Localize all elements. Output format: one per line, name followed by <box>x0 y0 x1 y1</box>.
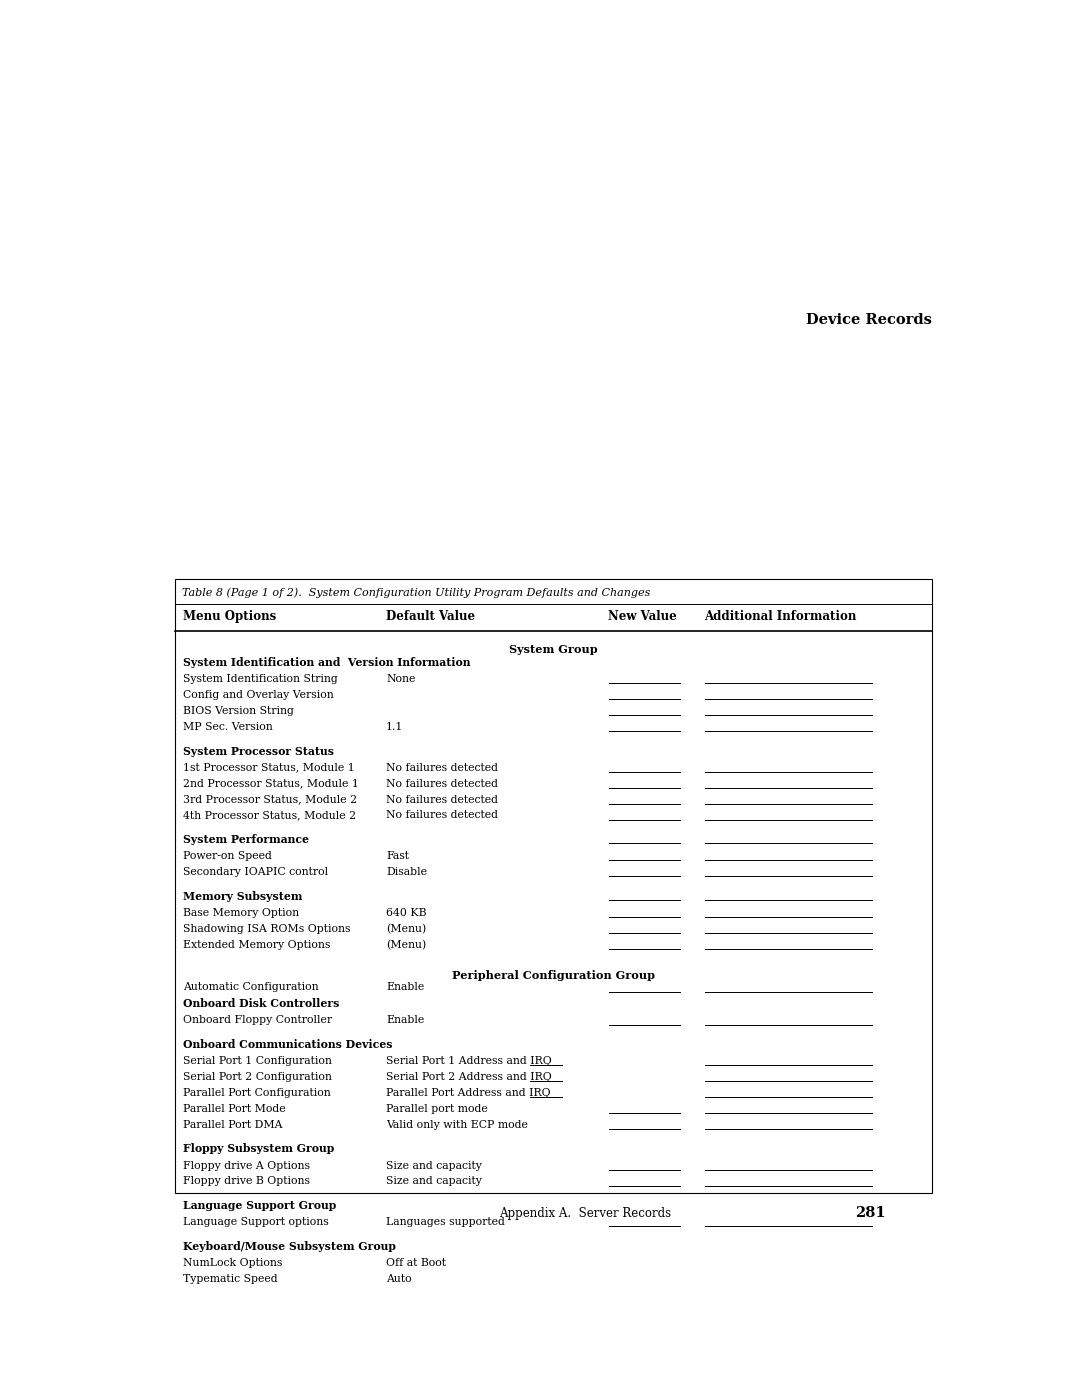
Text: System Performance: System Performance <box>183 834 309 845</box>
Text: Enable: Enable <box>387 1016 424 1025</box>
Text: Fast: Fast <box>387 851 409 861</box>
Text: (Menu): (Menu) <box>387 940 427 950</box>
Text: 1st Processor Status, Module 1: 1st Processor Status, Module 1 <box>183 763 354 773</box>
Text: Serial Port 2 Address and IRQ: Serial Port 2 Address and IRQ <box>387 1071 552 1083</box>
Text: None: None <box>387 675 416 685</box>
Text: Shadowing ISA ROMs Options: Shadowing ISA ROMs Options <box>183 923 350 933</box>
Text: System Processor Status: System Processor Status <box>183 746 334 757</box>
Text: Languages supported: Languages supported <box>387 1217 505 1227</box>
Text: Onboard Floppy Controller: Onboard Floppy Controller <box>183 1016 332 1025</box>
Text: MP Sec. Version: MP Sec. Version <box>183 722 272 732</box>
Text: Appendix A.  Server Records: Appendix A. Server Records <box>499 1207 672 1220</box>
Text: No failures detected: No failures detected <box>387 795 498 805</box>
Text: Serial Port 2 Configuration: Serial Port 2 Configuration <box>183 1071 332 1083</box>
Text: Memory Subsystem: Memory Subsystem <box>183 890 302 901</box>
Text: Valid only with ECP mode: Valid only with ECP mode <box>387 1120 528 1130</box>
Text: BIOS Version String: BIOS Version String <box>183 705 294 717</box>
Text: Extended Memory Options: Extended Memory Options <box>183 940 330 950</box>
Text: No failures detected: No failures detected <box>387 810 498 820</box>
Text: Secondary IOAPIC control: Secondary IOAPIC control <box>183 868 328 877</box>
Text: 640 KB: 640 KB <box>387 908 427 918</box>
Text: Parallel Port Mode: Parallel Port Mode <box>183 1104 285 1113</box>
Text: No failures detected: No failures detected <box>387 763 498 773</box>
Text: Config and Overlay Version: Config and Overlay Version <box>183 690 334 700</box>
Text: Floppy drive A Options: Floppy drive A Options <box>183 1161 310 1171</box>
Text: Serial Port 1 Address and IRQ: Serial Port 1 Address and IRQ <box>387 1056 552 1066</box>
Text: Language Support Group: Language Support Group <box>183 1200 336 1211</box>
Text: Language Support options: Language Support options <box>183 1217 328 1227</box>
Text: Table 8 (Page 1 of 2).  System Configuration Utility Program Defaults and Change: Table 8 (Page 1 of 2). System Configurat… <box>181 587 650 598</box>
Text: 2nd Processor Status, Module 1: 2nd Processor Status, Module 1 <box>183 778 359 789</box>
Text: Size and capacity: Size and capacity <box>387 1161 482 1171</box>
Text: Floppy drive B Options: Floppy drive B Options <box>183 1176 310 1186</box>
Text: Base Memory Option: Base Memory Option <box>183 908 299 918</box>
Text: Parallel Port DMA: Parallel Port DMA <box>183 1120 282 1130</box>
Text: Additional Information: Additional Information <box>704 609 856 623</box>
Text: Automatic Configuration: Automatic Configuration <box>183 982 319 992</box>
Text: Default Value: Default Value <box>387 609 475 623</box>
Text: No failures detected: No failures detected <box>387 778 498 789</box>
Text: Menu Options: Menu Options <box>183 609 276 623</box>
Text: 3rd Processor Status, Module 2: 3rd Processor Status, Module 2 <box>183 795 356 805</box>
Text: Peripheral Configuration Group: Peripheral Configuration Group <box>453 970 654 981</box>
Text: Power-on Speed: Power-on Speed <box>183 851 271 861</box>
Text: Keyboard/Mouse Subsystem Group: Keyboard/Mouse Subsystem Group <box>183 1241 395 1252</box>
Text: Typematic Speed: Typematic Speed <box>183 1274 278 1284</box>
Text: (Menu): (Menu) <box>387 923 427 935</box>
Text: Disable: Disable <box>387 868 427 877</box>
Text: Auto: Auto <box>387 1274 411 1284</box>
Text: 1.1: 1.1 <box>387 722 404 732</box>
Text: Enable: Enable <box>387 982 424 992</box>
Text: Onboard Disk Controllers: Onboard Disk Controllers <box>183 999 339 1009</box>
Text: Onboard Communications Devices: Onboard Communications Devices <box>183 1039 392 1051</box>
Text: Parallel port mode: Parallel port mode <box>387 1104 488 1113</box>
Text: 4th Processor Status, Module 2: 4th Processor Status, Module 2 <box>183 810 355 820</box>
Text: Parallel Port Configuration: Parallel Port Configuration <box>183 1088 330 1098</box>
Text: New Value: New Value <box>608 609 677 623</box>
Text: Off at Boot: Off at Boot <box>387 1257 446 1267</box>
Text: Floppy Subsystem Group: Floppy Subsystem Group <box>183 1143 334 1154</box>
Text: Parallel Port Address and IRQ: Parallel Port Address and IRQ <box>387 1088 551 1098</box>
Text: Size and capacity: Size and capacity <box>387 1176 482 1186</box>
Text: System Identification String: System Identification String <box>183 675 337 685</box>
Text: Device Records: Device Records <box>806 313 932 327</box>
Text: NumLock Options: NumLock Options <box>183 1257 282 1267</box>
Text: System Identification and  Version Information: System Identification and Version Inform… <box>183 657 470 668</box>
Bar <box>175 578 932 1193</box>
Text: System Group: System Group <box>509 644 598 655</box>
Text: Serial Port 1 Configuration: Serial Port 1 Configuration <box>183 1056 332 1066</box>
Text: 281: 281 <box>855 1206 886 1220</box>
